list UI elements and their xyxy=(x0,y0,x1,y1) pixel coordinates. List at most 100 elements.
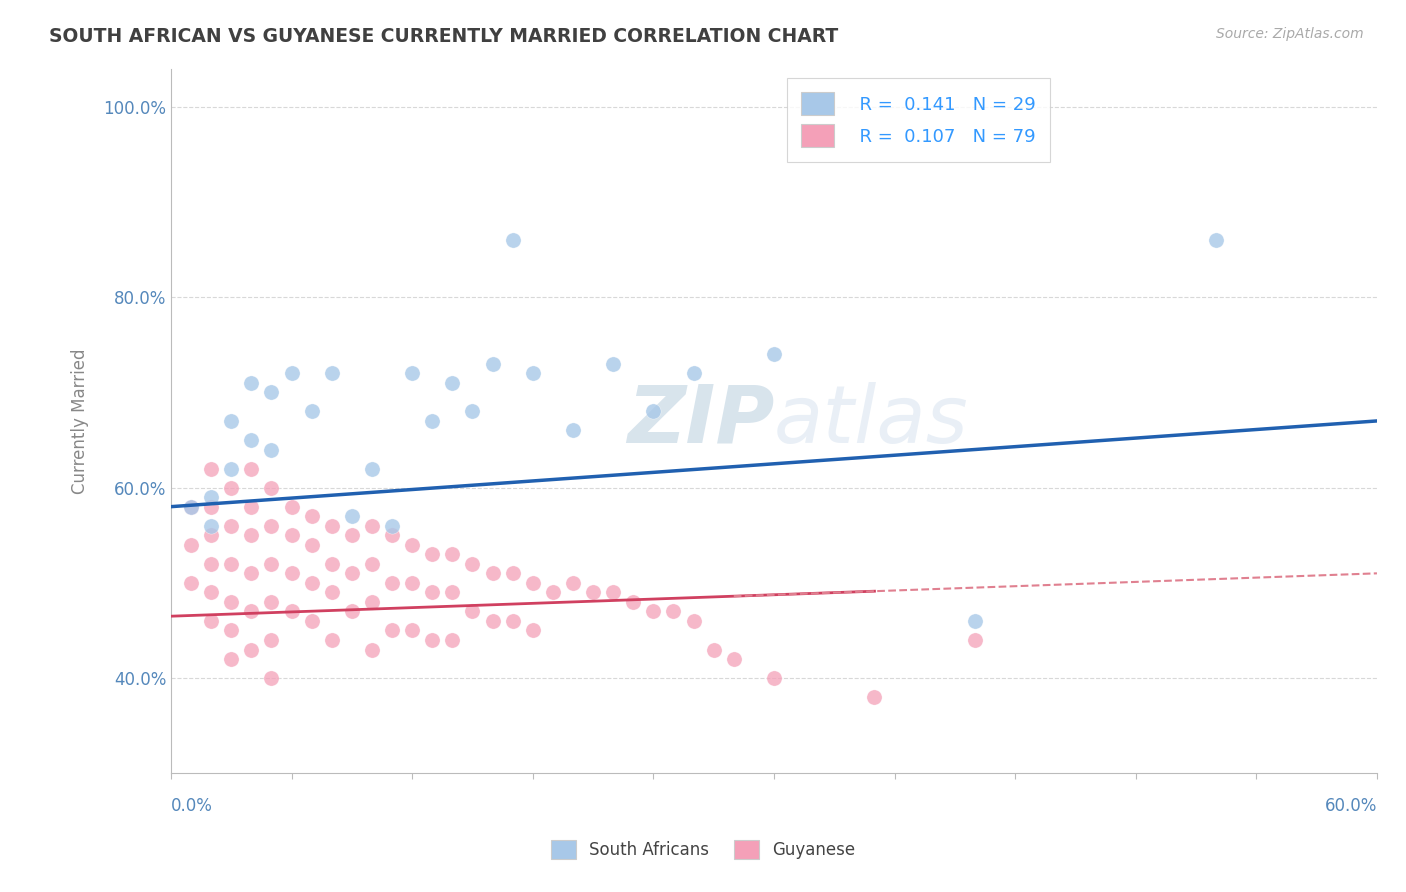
Point xyxy=(381,575,404,590)
Point xyxy=(240,642,263,657)
Point xyxy=(602,357,624,371)
Point xyxy=(301,575,323,590)
Point xyxy=(401,624,423,638)
Point xyxy=(863,690,886,705)
Point xyxy=(522,624,544,638)
Point xyxy=(280,367,302,381)
Legend: South Africans, Guyanese: South Africans, Guyanese xyxy=(544,833,862,866)
Point xyxy=(361,461,384,475)
Point xyxy=(420,414,443,428)
Point xyxy=(643,604,665,618)
Point xyxy=(441,585,464,599)
Point xyxy=(682,367,704,381)
Point xyxy=(381,528,404,542)
Point xyxy=(502,233,524,247)
Point xyxy=(240,528,263,542)
Point xyxy=(340,566,363,581)
Point xyxy=(180,575,202,590)
Point xyxy=(240,604,263,618)
Text: ZIP: ZIP xyxy=(627,382,773,460)
Point xyxy=(562,424,585,438)
Point xyxy=(200,461,222,475)
Point xyxy=(361,557,384,571)
Point xyxy=(321,557,343,571)
Point xyxy=(582,585,605,599)
Point xyxy=(381,518,404,533)
Point xyxy=(221,652,243,666)
Point xyxy=(1205,233,1227,247)
Point xyxy=(200,490,222,504)
Point xyxy=(260,671,283,685)
Point xyxy=(522,367,544,381)
Point xyxy=(260,385,283,400)
Point xyxy=(401,575,423,590)
Text: Source: ZipAtlas.com: Source: ZipAtlas.com xyxy=(1216,27,1364,41)
Point xyxy=(301,404,323,418)
Point xyxy=(301,538,323,552)
Point xyxy=(481,566,503,581)
Point xyxy=(441,632,464,647)
Point xyxy=(200,500,222,514)
Point xyxy=(221,595,243,609)
Point xyxy=(723,652,745,666)
Point xyxy=(301,509,323,524)
Point xyxy=(762,671,785,685)
Point xyxy=(420,547,443,561)
Point xyxy=(762,347,785,361)
Point xyxy=(481,357,503,371)
Point xyxy=(461,404,484,418)
Point xyxy=(200,614,222,628)
Point xyxy=(260,557,283,571)
Point xyxy=(602,585,624,599)
Point xyxy=(662,604,685,618)
Point xyxy=(562,575,585,590)
Point xyxy=(541,585,564,599)
Point xyxy=(441,376,464,390)
Point xyxy=(240,566,263,581)
Point xyxy=(260,481,283,495)
Point xyxy=(260,632,283,647)
Point xyxy=(522,575,544,590)
Point xyxy=(381,624,404,638)
Point xyxy=(682,614,704,628)
Point xyxy=(401,538,423,552)
Point xyxy=(260,442,283,457)
Point xyxy=(703,642,725,657)
Point xyxy=(280,566,302,581)
Point xyxy=(280,500,302,514)
Point xyxy=(502,566,524,581)
Point xyxy=(240,461,263,475)
Point xyxy=(301,614,323,628)
Legend:   R =  0.141   N = 29,   R =  0.107   N = 79: R = 0.141 N = 29, R = 0.107 N = 79 xyxy=(787,78,1050,161)
Point xyxy=(481,614,503,628)
Text: 60.0%: 60.0% xyxy=(1324,797,1376,815)
Text: SOUTH AFRICAN VS GUYANESE CURRENTLY MARRIED CORRELATION CHART: SOUTH AFRICAN VS GUYANESE CURRENTLY MARR… xyxy=(49,27,838,45)
Point xyxy=(280,528,302,542)
Point xyxy=(221,518,243,533)
Point xyxy=(221,557,243,571)
Point xyxy=(420,632,443,647)
Point xyxy=(340,604,363,618)
Point xyxy=(340,528,363,542)
Text: atlas: atlas xyxy=(773,382,969,460)
Point xyxy=(361,518,384,533)
Point xyxy=(502,614,524,628)
Point xyxy=(240,433,263,447)
Point xyxy=(321,367,343,381)
Point xyxy=(321,632,343,647)
Point xyxy=(200,528,222,542)
Point xyxy=(200,518,222,533)
Point xyxy=(180,538,202,552)
Point xyxy=(180,500,202,514)
Point xyxy=(963,614,986,628)
Point xyxy=(461,604,484,618)
Point xyxy=(260,518,283,533)
Point xyxy=(340,509,363,524)
Point xyxy=(321,585,343,599)
Point xyxy=(200,585,222,599)
Point xyxy=(240,376,263,390)
Point xyxy=(221,461,243,475)
Point xyxy=(280,604,302,618)
Point xyxy=(441,547,464,561)
Point xyxy=(260,595,283,609)
